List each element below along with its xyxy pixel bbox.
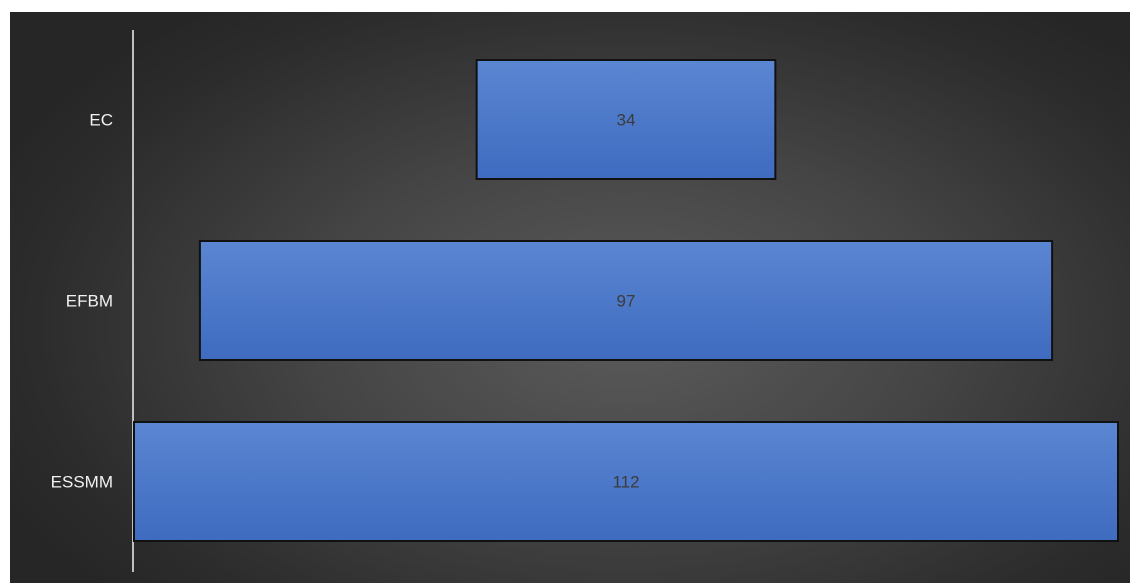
data-label-efbm: 97 <box>617 292 636 311</box>
data-label-ec: 34 <box>617 111 636 130</box>
chart-area: 34 97 112 EC EFBM ESSMM <box>10 12 1130 583</box>
data-label-essmm: 112 <box>612 473 639 492</box>
category-label-efbm: EFBM <box>66 292 113 311</box>
bar-essmm <box>133 421 1119 542</box>
bars-group <box>133 59 1119 542</box>
category-label-ec: EC <box>89 111 113 130</box>
category-label-essmm: ESSMM <box>51 473 113 492</box>
data-labels-group: 34 97 112 <box>612 111 639 492</box>
category-labels-group: EC EFBM ESSMM <box>51 111 113 492</box>
bar-efbm <box>198 240 1054 361</box>
funnel-bar-chart: 34 97 112 EC EFBM ESSMM <box>51 30 1119 572</box>
bar-ec <box>475 59 777 180</box>
